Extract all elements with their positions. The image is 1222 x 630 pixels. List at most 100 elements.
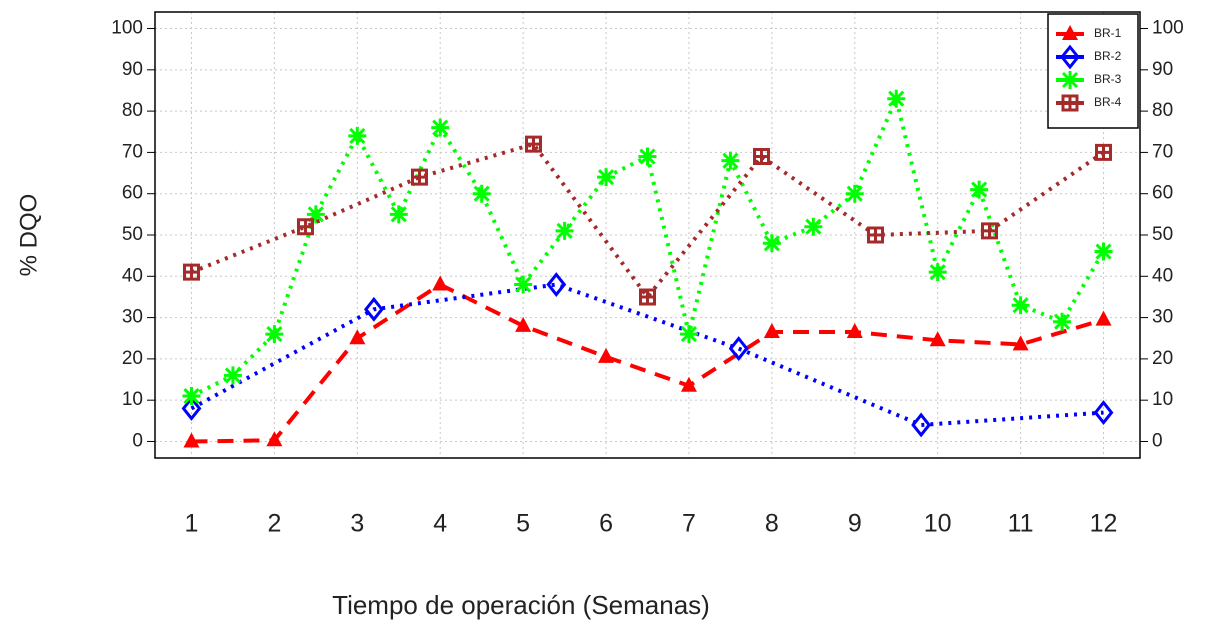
marker-shape xyxy=(911,412,932,438)
marker-shape xyxy=(846,323,863,339)
x-tick-label: 5 xyxy=(516,510,530,538)
marker-shape xyxy=(597,168,616,187)
marker xyxy=(679,325,698,344)
marker-shape xyxy=(472,184,491,203)
x-tick-label: 12 xyxy=(1090,510,1118,538)
y2-tick-label: 30 xyxy=(1152,307,1173,328)
marker-shape xyxy=(753,148,771,166)
marker-shape xyxy=(1095,143,1113,161)
series-line xyxy=(190,141,1105,301)
y-tick-label: 80 xyxy=(122,100,143,121)
y-tick-label: 60 xyxy=(122,183,143,204)
marker xyxy=(1053,312,1072,331)
marker xyxy=(306,205,325,224)
y2-tick-label: 70 xyxy=(1152,141,1173,162)
y-tick-label: 20 xyxy=(122,348,143,369)
marker-shape xyxy=(1094,242,1113,261)
marker-shape xyxy=(721,151,740,170)
marker xyxy=(183,432,200,448)
y2-tick-label: 100 xyxy=(1152,18,1184,39)
y-axis-label: % DQO xyxy=(15,194,42,277)
marker xyxy=(349,329,366,345)
x-tick-label: 1 xyxy=(185,510,199,538)
marker xyxy=(911,412,932,438)
marker-shape xyxy=(182,387,201,406)
marker-shape xyxy=(182,263,200,281)
marker xyxy=(1011,296,1030,315)
x-tick-label: 3 xyxy=(350,510,364,538)
marker xyxy=(515,316,532,332)
marker xyxy=(638,147,657,166)
y2-tick-label: 10 xyxy=(1152,389,1173,410)
marker-shape xyxy=(1060,44,1080,70)
marker xyxy=(472,184,491,203)
marker xyxy=(1012,335,1029,351)
marker-shape xyxy=(639,288,656,306)
marker xyxy=(763,323,780,339)
marker xyxy=(929,331,946,347)
y-tick-label: 30 xyxy=(122,307,143,328)
marker xyxy=(981,222,999,240)
marker xyxy=(296,218,314,236)
legend-label: BR-2 xyxy=(1094,49,1122,63)
marker xyxy=(970,180,989,199)
marker xyxy=(846,323,863,339)
series-line xyxy=(190,92,1106,398)
marker xyxy=(265,325,284,344)
marker xyxy=(762,234,781,253)
marker-shape xyxy=(265,325,284,344)
marker xyxy=(721,151,740,170)
marker xyxy=(1095,143,1113,161)
marker-shape xyxy=(680,376,697,392)
marker xyxy=(1093,400,1114,425)
marker-shape xyxy=(1093,400,1114,425)
marker-shape xyxy=(546,272,567,297)
y2-tick-label: 0 xyxy=(1152,430,1163,451)
marker-shape xyxy=(181,396,202,421)
marker-shape xyxy=(728,336,749,361)
y-tick-label: 100 xyxy=(111,18,143,39)
marker-shape xyxy=(598,347,615,363)
marker-shape xyxy=(266,431,283,447)
marker xyxy=(1094,242,1113,261)
marker-shape xyxy=(514,275,533,294)
marker xyxy=(639,288,656,306)
marker-shape xyxy=(223,366,242,385)
series-line xyxy=(190,282,1104,427)
marker-shape xyxy=(638,147,657,166)
marker-shape xyxy=(804,217,823,236)
y-tick-label: 0 xyxy=(132,430,143,451)
marker-shape xyxy=(183,432,200,448)
x-tick-label: 9 xyxy=(848,510,862,538)
marker xyxy=(1060,44,1080,70)
marker xyxy=(753,148,771,166)
marker-shape xyxy=(349,329,366,345)
marker xyxy=(928,263,947,282)
y-tick-label: 10 xyxy=(122,389,143,410)
x-tick-label: 8 xyxy=(765,510,779,538)
marker-shape xyxy=(970,180,989,199)
marker xyxy=(680,376,697,392)
marker xyxy=(598,347,615,363)
marker-shape xyxy=(296,218,314,236)
marker-shape xyxy=(762,234,781,253)
marker xyxy=(389,205,408,224)
marker xyxy=(867,226,885,244)
marker-shape xyxy=(845,184,864,203)
legend-label: BR-3 xyxy=(1094,72,1122,86)
marker xyxy=(514,275,533,294)
legend-label: BR-4 xyxy=(1094,95,1122,109)
y-tick-label: 50 xyxy=(122,224,143,245)
marker xyxy=(266,431,283,447)
marker xyxy=(887,89,906,108)
y-tick-label: 70 xyxy=(122,141,143,162)
marker xyxy=(182,387,201,406)
marker-shape xyxy=(763,323,780,339)
x-tick-label: 7 xyxy=(682,510,696,538)
marker-shape xyxy=(981,222,999,240)
x-tick-label: 2 xyxy=(267,510,281,538)
x-tick-label: 11 xyxy=(1008,510,1034,538)
marker xyxy=(1062,25,1078,40)
y2-tick-label: 60 xyxy=(1152,183,1173,204)
plot-frame xyxy=(154,11,1141,459)
